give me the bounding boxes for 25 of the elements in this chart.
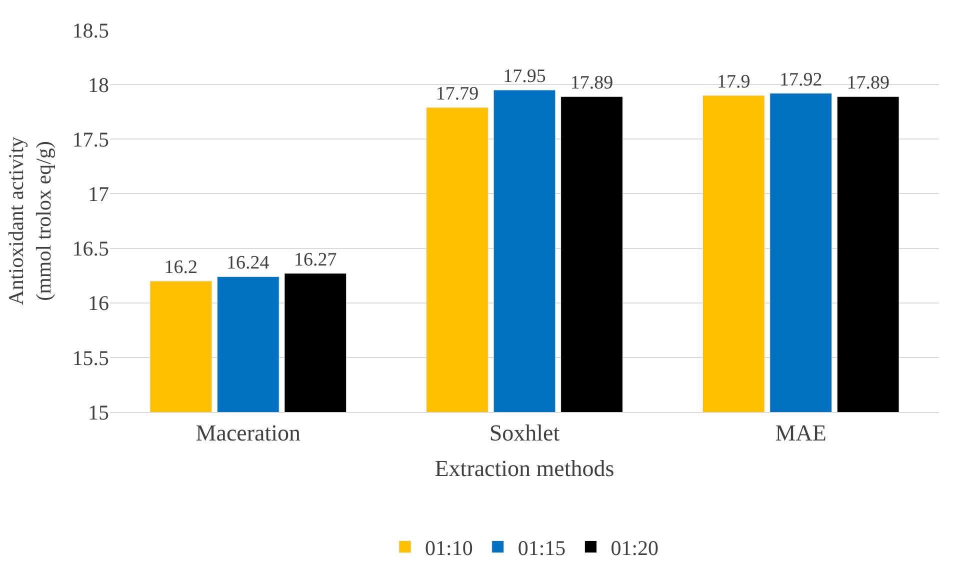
legend-label: 01:20	[610, 536, 659, 560]
legend-label: 01:15	[518, 536, 566, 560]
data-label: 17.79	[436, 83, 479, 104]
y-tick-label: 15	[88, 400, 109, 424]
data-label: 17.89	[846, 72, 890, 94]
legend-label: 01:10	[425, 536, 473, 560]
y-tick-label: 17	[88, 182, 109, 206]
y-tick-label: 16	[88, 291, 109, 316]
y-axis-title: Antioxidant activity (mmol trolox eq/g)	[4, 136, 56, 306]
y-tick-label: 18.5	[72, 18, 109, 42]
data-label: 17.9	[716, 71, 750, 92]
data-label: 17.92	[779, 69, 822, 90]
data-label: 16.27	[294, 249, 337, 270]
data-label: 17.89	[570, 72, 614, 94]
data-label: 17.95	[503, 66, 546, 88]
data-label: 16.24	[226, 252, 270, 274]
y-tick-label: 16.5	[72, 236, 109, 261]
x-tick-label: Maceration	[196, 420, 302, 446]
data-label: 16.2	[164, 257, 198, 278]
y-tick-label: 17.5	[72, 127, 109, 152]
x-tick-label: Soxhlet	[489, 420, 560, 446]
x-axis-title: Extraction methods	[434, 456, 614, 482]
x-tick-label: MAE	[775, 420, 826, 446]
y-tick-label: 18	[88, 72, 109, 97]
y-tick-label: 15.5	[72, 346, 109, 370]
